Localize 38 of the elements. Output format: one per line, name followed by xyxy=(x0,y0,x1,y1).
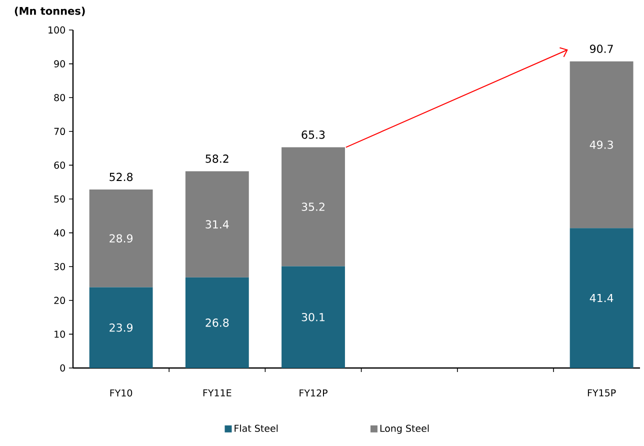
x-tick-label: FY12P xyxy=(300,389,328,396)
bar xyxy=(570,61,634,228)
legend-label: Long Steel xyxy=(380,424,429,434)
x-tick-label: FY15P xyxy=(588,389,616,396)
y-tick-label: 60 xyxy=(54,162,65,169)
data-label: 30.1 xyxy=(302,312,324,322)
y-tick-label: 20 xyxy=(54,296,65,304)
y-axis-title: (Mn tonnes) xyxy=(14,6,85,16)
data-label: 41.4 xyxy=(590,294,614,302)
y-tick-label: 30 xyxy=(54,263,65,270)
y-tick-label: 10 xyxy=(54,330,65,338)
total-label: 52.8 xyxy=(110,172,133,182)
bar xyxy=(185,277,249,368)
bar xyxy=(570,228,634,368)
bar xyxy=(282,266,345,368)
y-tick-label: 0 xyxy=(60,364,65,372)
bar xyxy=(282,147,345,266)
data-label: 28.9 xyxy=(110,234,133,243)
bar xyxy=(185,171,249,278)
x-tick-label: FY11E xyxy=(203,389,232,396)
data-label: 31.4 xyxy=(206,220,229,229)
y-tick-label: 70 xyxy=(54,128,65,135)
y-tick-label: 80 xyxy=(54,94,65,102)
y-tick-label: 40 xyxy=(54,229,65,236)
data-label: 49.3 xyxy=(590,140,613,149)
bar xyxy=(89,287,153,368)
data-label: 26.8 xyxy=(206,318,229,327)
x-tick-label: FY10 xyxy=(110,389,132,397)
y-tick-label: 100 xyxy=(48,26,65,34)
total-label: 65.3 xyxy=(302,130,325,139)
bar xyxy=(89,190,153,288)
y-tick-label: 90 xyxy=(54,60,65,68)
data-label: 23.9 xyxy=(110,323,133,332)
total-label: 58.2 xyxy=(206,154,228,163)
data-label: 35.2 xyxy=(302,202,324,211)
total-label: 90.7 xyxy=(590,44,613,53)
y-tick-label: 50 xyxy=(54,195,65,203)
legend-label: Flat Steel xyxy=(234,424,278,432)
